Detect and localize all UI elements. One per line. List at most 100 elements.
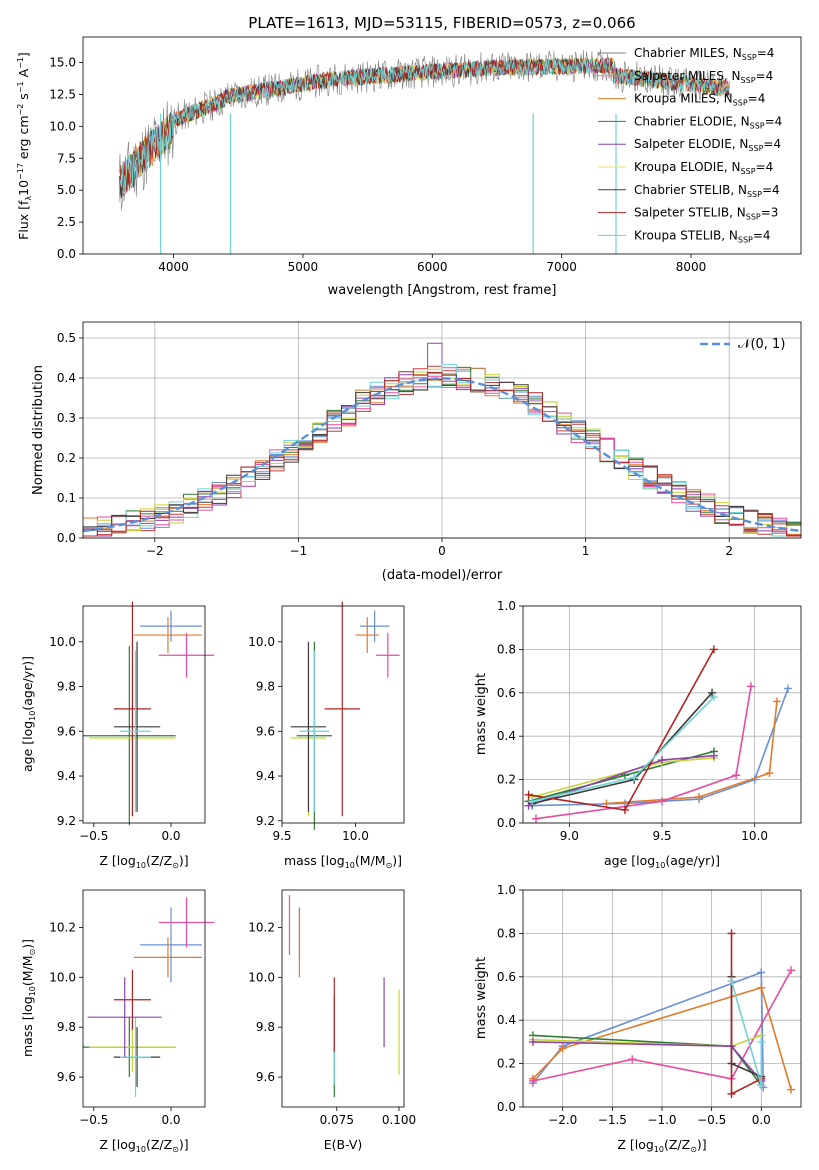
label-part: age [log — [20, 721, 35, 772]
label-part: ⊙ — [172, 1145, 179, 1154]
x-tick-label: 0.0 — [161, 829, 180, 843]
x-tick-label: 8000 — [676, 260, 707, 274]
label-part: SSP — [738, 235, 753, 244]
label-part: Kroupa STELIB, N — [634, 228, 738, 242]
data-point-marker — [528, 1037, 537, 1046]
label-part: SSP — [742, 53, 757, 62]
y-tick-label: 0.3 — [57, 411, 76, 425]
y-tick-label: 0.2 — [57, 451, 76, 465]
spectrum-series — [118, 58, 730, 200]
y-tick-label: 9.2 — [57, 814, 76, 828]
y-tick-label: 0.8 — [497, 642, 516, 656]
y-tick-label: 0.1 — [57, 491, 76, 505]
mass-vs-ebv-panel: 0.075 0.100 9.6 9.8 10.0 10.2 — [248, 889, 416, 1127]
label-part: −1 — [16, 81, 25, 93]
mass-weight-series — [528, 750, 715, 803]
mass-weight-series — [535, 686, 752, 820]
x-axis-label: Z [log10(Z/Z⊙)] — [99, 1137, 188, 1154]
label-part: =4 — [753, 228, 771, 242]
legend-label: Salpeter STELIB, NSSP=3 — [634, 206, 778, 222]
data-point-marker — [558, 1044, 567, 1053]
label-part: −2 — [16, 104, 25, 116]
label-part: (age/yr)] — [20, 656, 35, 711]
label-part: )] — [179, 1137, 189, 1152]
mass-weight-series — [532, 696, 715, 803]
axes-frame — [281, 605, 405, 824]
y-tick-label: 9.8 — [57, 680, 76, 694]
legend-label: Salpeter ELODIE, NSSP=4 — [634, 137, 781, 153]
label-part: (M/M — [355, 853, 386, 868]
y-tick-label: 1.0 — [497, 599, 516, 613]
x-tick-label: −1 — [290, 544, 308, 558]
label-part: SSP — [741, 76, 756, 85]
x-axis-label: E(B-V) — [324, 1137, 363, 1152]
label-part: λ — [24, 196, 33, 201]
data-point-marker — [602, 799, 611, 808]
data-point-marker — [709, 693, 718, 702]
y-tick-label: 0.0 — [57, 247, 76, 261]
data-point-marker — [658, 756, 666, 765]
y-tick-label: 10.2 — [49, 920, 76, 934]
data-point-marker — [757, 1081, 766, 1090]
data-point-marker — [709, 645, 718, 654]
label-part: =3 — [761, 206, 779, 220]
label-part: 10 — [345, 861, 355, 870]
label-part: )] — [697, 1137, 707, 1152]
label-part: Chabrier ELODIE, N — [634, 114, 750, 128]
label-part: 10 — [136, 1145, 146, 1154]
chart-title: PLATE=1613, MJD=53115, FIBERID=0573, z=0… — [248, 14, 635, 32]
label-part: Z [log — [99, 1137, 135, 1152]
histogram-series — [83, 371, 801, 537]
label-part: Flux [f — [16, 200, 31, 240]
data-point-marker — [628, 1055, 637, 1064]
y-tick-label: 9.8 — [256, 1020, 275, 1034]
x-tick-label: 0.100 — [382, 1113, 416, 1127]
y-tick-label: 9.4 — [256, 769, 275, 783]
x-tick-label: −0.5 — [697, 1113, 726, 1127]
y-tick-label: 9.4 — [57, 769, 76, 783]
y-tick-label: 0.6 — [497, 686, 516, 700]
x-axis-label: Z [log10(Z/Z⊙)] — [617, 1137, 706, 1154]
y-tick-label: 10.2 — [248, 920, 275, 934]
label-part: =4 — [762, 183, 780, 197]
label-part: 10 — [655, 861, 665, 870]
data-point-marker — [695, 792, 704, 801]
data-point-marker — [528, 1076, 537, 1085]
label-part: −17 — [16, 163, 25, 180]
age-vs-z-panel: −0.5 0.0 9.2 9.4 9.6 9.8 10.0 — [49, 601, 215, 843]
label-part: Kroupa ELODIE, N — [634, 160, 741, 174]
y-tick-label: 10.0 — [49, 635, 76, 649]
x-tick-label: 10.0 — [342, 829, 369, 843]
label-part: mass [log — [20, 996, 35, 1057]
x-tick-label: −2 — [146, 544, 164, 558]
axes-frame — [522, 605, 802, 824]
label-part: 10 — [136, 861, 146, 870]
x-tick-label: −2.0 — [548, 1113, 577, 1127]
mass-weight-series — [532, 692, 713, 805]
age-vs-mass-panel: 9.5 10.0 9.2 9.4 9.6 9.8 10.0 — [248, 601, 405, 843]
x-tick-label: 9.5 — [272, 829, 291, 843]
axes-frame — [82, 889, 206, 1108]
legend-label: Kroupa STELIB, NSSP=4 — [634, 228, 771, 244]
data-point-marker — [757, 968, 766, 977]
label-part: (Z/Z — [146, 853, 172, 868]
label-part: SSP — [746, 213, 761, 222]
histogram-panel: −2 −1 0 1 2 0.0 0.1 0.2 0.3 0.4 0.5 — [57, 321, 802, 558]
y-tick-label: 15.0 — [49, 56, 76, 70]
y-tick-label: 10.0 — [49, 119, 76, 133]
label-part: =4 — [765, 114, 783, 128]
label-part: A — [16, 68, 31, 81]
y-tick-label: 5.0 — [57, 183, 76, 197]
label-part: =4 — [756, 69, 774, 83]
label-part: Z [log — [617, 1137, 653, 1152]
label-part: (M/M — [20, 955, 35, 986]
y-tick-label: 0.2 — [497, 773, 516, 787]
y-tick-label: 7.5 — [57, 151, 76, 165]
y-tick-label: 9.8 — [256, 680, 275, 694]
x-tick-label: 0.0 — [161, 1113, 180, 1127]
y-tick-label: 0.0 — [497, 816, 516, 830]
label-part: Chabrier MILES, N — [634, 46, 742, 60]
label-part: ⊙ — [28, 949, 37, 956]
y-tick-label: 0.0 — [497, 1100, 516, 1114]
legend-label: Chabrier ELODIE, NSSP=4 — [634, 114, 782, 130]
